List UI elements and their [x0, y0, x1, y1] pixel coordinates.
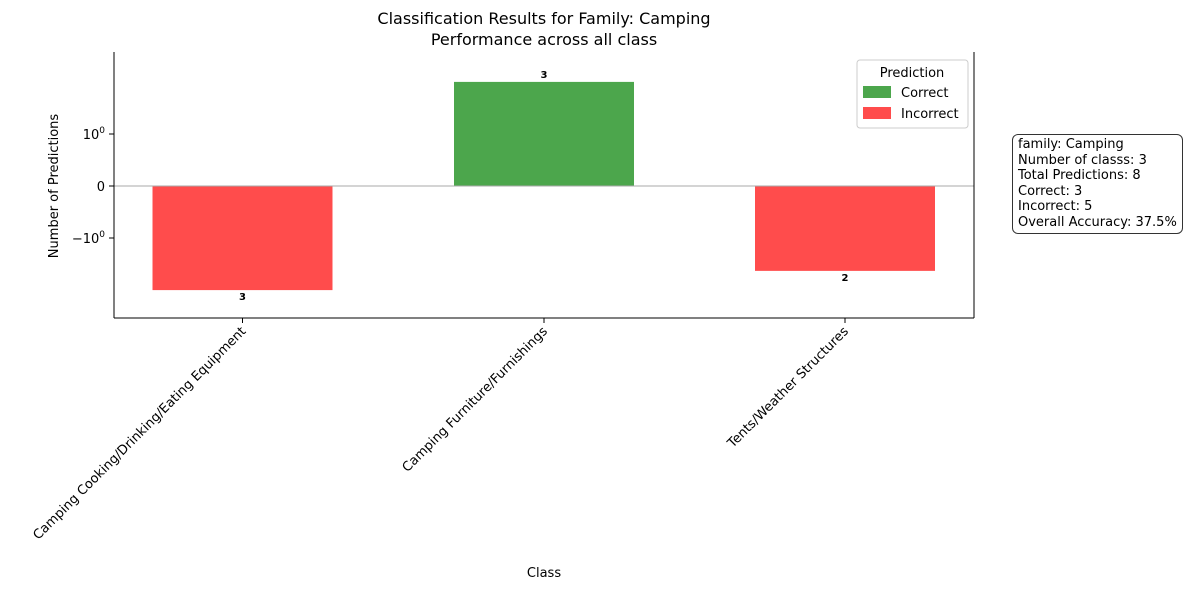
- y-axis-label: Number of Predictions: [47, 114, 62, 259]
- legend-swatch-incorrect: [863, 107, 891, 119]
- info-class-count: Number of classs: 3: [1018, 152, 1147, 168]
- bar-incorrect-2: [755, 186, 935, 271]
- bar-correct-1: [454, 81, 634, 186]
- chart-title: Classification Results for Family: Campi…: [377, 9, 710, 28]
- y-tick-label-2: −100: [72, 230, 105, 247]
- bars-group: [152, 81, 935, 291]
- x-tick-label-0: Camping Cooking/Drinking/Eating Equipmen…: [30, 324, 249, 543]
- legend-label-incorrect: Incorrect: [901, 107, 959, 122]
- summary-info-box: family: Camping Number of classs: 3 Tota…: [1012, 134, 1183, 234]
- y-ticks-group: 100 0 −100: [72, 126, 114, 247]
- chart-subtitle: Performance across all class: [431, 30, 657, 49]
- x-ticks-group: Camping Cooking/Drinking/Eating Equipmen…: [30, 318, 852, 543]
- bar-incorrect-0: [152, 186, 333, 291]
- legend-swatch-correct: [863, 86, 891, 98]
- info-overall-accuracy: Overall Accuracy: 37.5%: [1018, 214, 1177, 230]
- bar-label-2: 2: [842, 273, 849, 284]
- bar-label-1: 3: [541, 70, 548, 81]
- y-tick-label-0: 100: [83, 126, 106, 143]
- legend: Prediction Correct Incorrect: [856, 59, 969, 129]
- x-tick-label-1: Camping Furniture/Furnishings: [400, 324, 551, 475]
- y-tick-label-1: 0: [97, 180, 105, 195]
- info-family: family: Camping: [1018, 137, 1124, 152]
- bar-labels-group: 3 3 2: [239, 70, 849, 303]
- x-axis-label: Class: [527, 566, 561, 581]
- legend-label-correct: Correct: [901, 86, 948, 101]
- info-incorrect: Incorrect: 5: [1018, 199, 1093, 215]
- info-total-predictions: Total Predictions: 8: [1018, 168, 1141, 184]
- bar-label-0: 3: [239, 292, 246, 303]
- info-correct: Correct: 3: [1018, 183, 1083, 199]
- x-tick-label-2: Tents/Weather Structures: [724, 324, 852, 452]
- legend-title: Prediction: [880, 66, 945, 81]
